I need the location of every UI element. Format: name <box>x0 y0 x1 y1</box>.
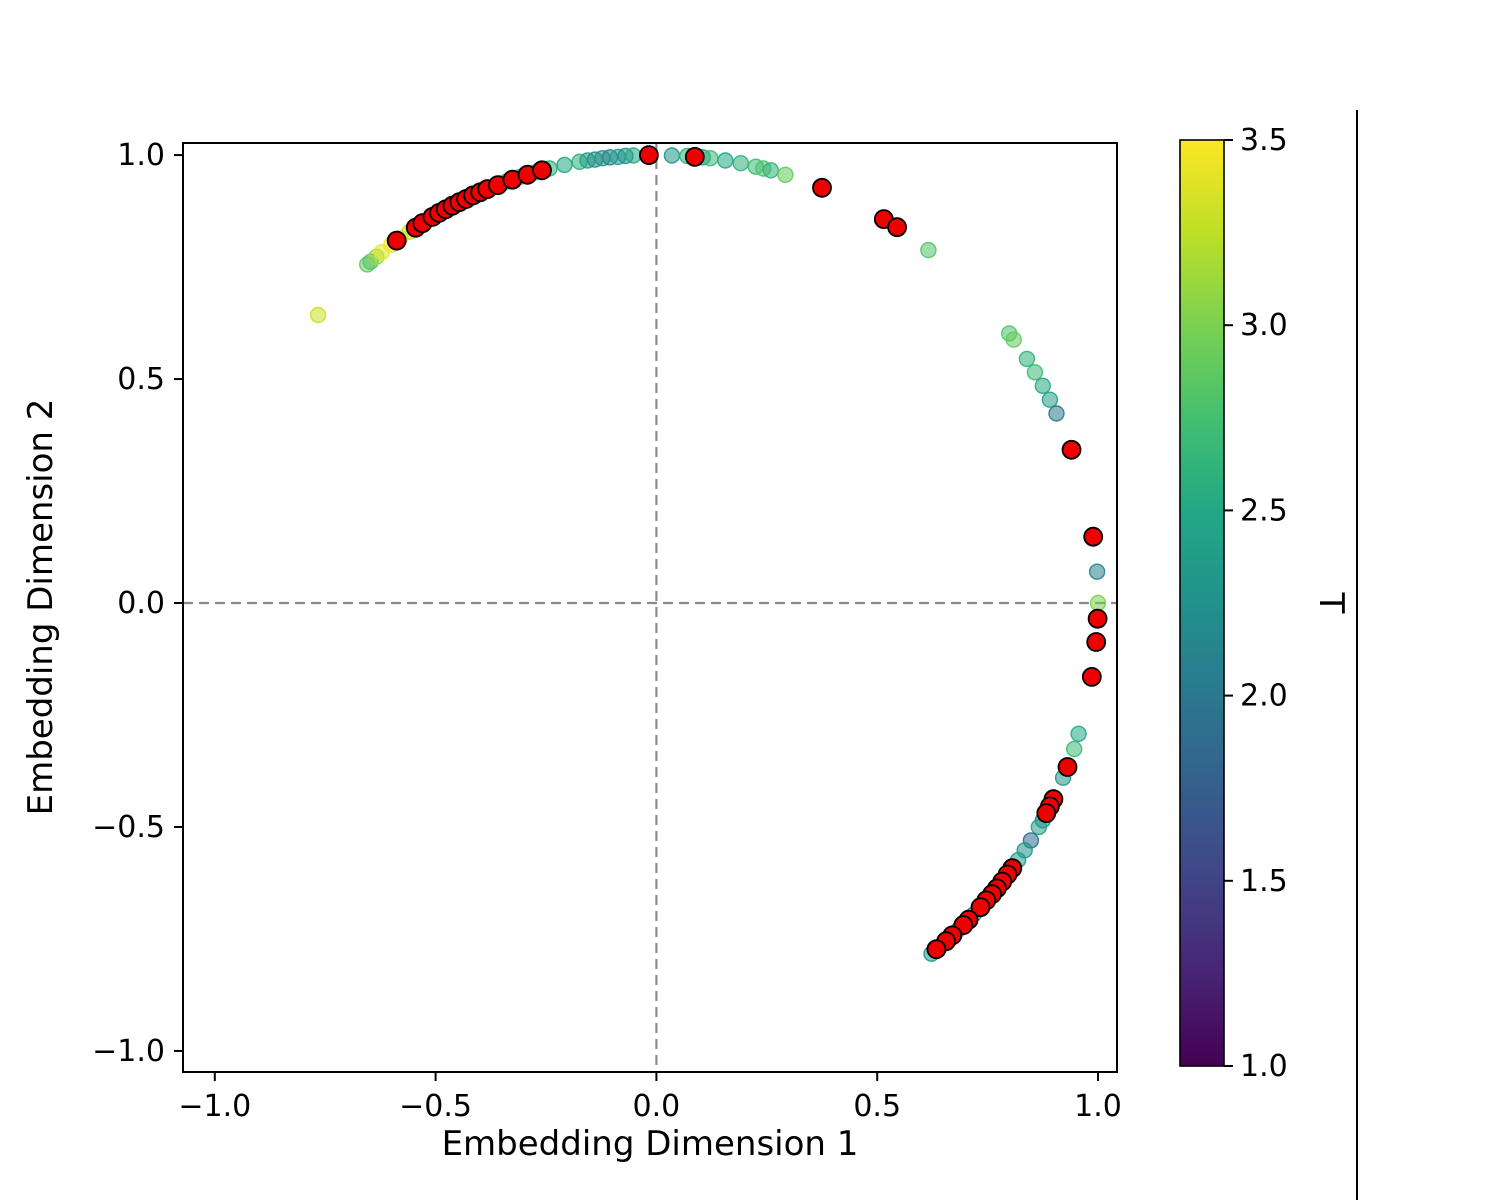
colorbar-tick-label: 1.5 <box>1240 864 1288 899</box>
scatter-point <box>1048 405 1065 422</box>
zero-reference-lines <box>183 143 1117 1072</box>
scatter-point <box>663 147 681 164</box>
highlighted-scatter-point <box>887 217 907 238</box>
y-tick-label: 0.5 <box>117 362 165 397</box>
plot-frame <box>182 142 1118 1073</box>
colorbar-tick-label: 3.5 <box>1240 123 1288 158</box>
y-tick-label: 0.0 <box>117 586 165 621</box>
x-tick-label: 1.0 <box>1074 1089 1122 1124</box>
scatter-point <box>1018 350 1036 368</box>
colorbar-tick-label: 2.0 <box>1240 679 1288 714</box>
scatter-point <box>702 149 719 167</box>
x-axis-ticks: −1.0 −0.5 0.0 0.5 1.0 <box>178 1072 1122 1124</box>
highlighted-scatter-point <box>1083 526 1104 547</box>
highlighted-scatter-point <box>1057 757 1078 777</box>
x-tick-label: 0.0 <box>633 1089 681 1124</box>
scatter-point <box>1005 331 1022 348</box>
scatter-point <box>762 162 779 179</box>
scatter-point <box>717 152 734 169</box>
highlighted-scatter-point <box>1081 667 1102 687</box>
highlighted-scatter-point <box>1061 439 1082 460</box>
scatter-point <box>732 154 749 172</box>
y-axis-label: Embedding Dimension 2 <box>21 399 61 816</box>
embedding-points-group <box>309 147 1107 962</box>
scatter-point <box>625 147 642 164</box>
scatter-point <box>556 156 573 174</box>
highlighted-scatter-point <box>1036 803 1057 823</box>
highlighted-scatter-point <box>926 939 947 960</box>
scatter-point <box>920 241 937 259</box>
colorbar-tick-label: 2.5 <box>1240 493 1288 528</box>
x-tick-label: −1.0 <box>178 1089 251 1124</box>
scatter-point <box>1070 725 1087 742</box>
colorbar-gradient <box>1180 140 1224 1066</box>
scatter-point <box>1041 391 1059 408</box>
highlighted-scatter-point <box>639 145 659 166</box>
scatter-point <box>1065 740 1083 758</box>
colorbar-ticks: 1.0 1.5 2.0 2.5 3.0 3.5 <box>1224 123 1288 1084</box>
highlighted-scatter-point <box>812 177 832 198</box>
highlighted-scatter-point <box>532 160 552 181</box>
highlighted-scatter-point <box>1087 608 1108 629</box>
x-axis-label: Embedding Dimension 1 <box>442 1124 859 1164</box>
highlighted-scatter-point <box>684 146 705 167</box>
colorbar-tick-label: 3.0 <box>1240 308 1288 343</box>
scatter-point <box>1034 377 1052 394</box>
y-tick-label: −0.5 <box>92 810 165 845</box>
scatter-point <box>777 166 794 184</box>
x-tick-label: −0.5 <box>399 1089 472 1124</box>
highlighted-scatter-point <box>1086 632 1107 652</box>
highlighted-points-group <box>386 145 1108 960</box>
highlighted-scatter-point <box>970 897 991 918</box>
scatter-point <box>1088 563 1106 580</box>
scatter-point <box>1089 594 1107 612</box>
colorbar-label: T <box>1311 592 1351 614</box>
y-tick-label: −1.0 <box>92 1034 165 1069</box>
scatter-point <box>1026 364 1044 381</box>
highlighted-scatter-point <box>386 230 407 251</box>
scatter-point <box>309 306 327 324</box>
colorbar-frame <box>1179 139 1225 1067</box>
x-tick-label: 0.5 <box>853 1089 901 1124</box>
y-axis-ticks: −1.0 −0.5 0.0 0.5 1.0 <box>92 138 183 1069</box>
colorbar-tick-label: 1.0 <box>1240 1049 1288 1084</box>
y-tick-label: 1.0 <box>117 138 165 173</box>
